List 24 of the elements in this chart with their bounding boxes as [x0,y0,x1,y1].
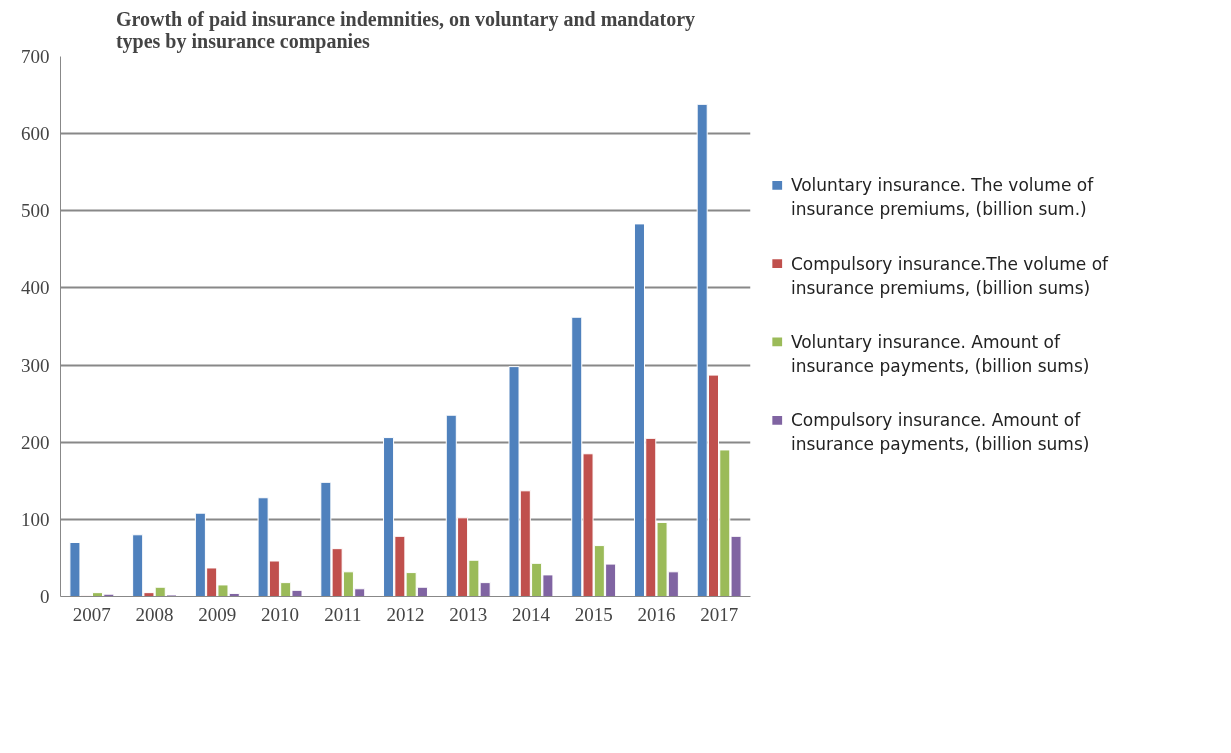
x-tick-label: 2011 [324,603,362,625]
y-tick-label: 100 [21,508,50,530]
legend-label: Compulsory insurance. Amount of insurance payments, (billion sums) [790,410,1090,455]
legend-label: Voluntary insurance. Amount of insurance payments, (billion sums) [790,331,1090,376]
x-tick-label: 2012 [386,603,425,625]
x-tick-label: 2007 [72,603,111,625]
y-tick-label: 700 [21,46,50,67]
legend-label: Compulsory insurance.The volume of insurance premiums, (billion sums) [790,253,1110,298]
x-tick-label: 2016 [637,603,676,625]
y-tick-label: 200 [21,431,50,453]
chart-title: Growth of paid insurance indemnities, on voluntary and mandatory types by insurance companies [115,7,696,53]
x-tick-label: 2008 [135,603,174,625]
x-tick-label: 2010 [261,603,300,625]
x-tick-label: 2013 [449,603,488,625]
y-tick-label: 0 [40,586,50,607]
y-tick-label: 300 [21,354,50,376]
y-tick-label: 600 [21,123,50,145]
x-tick-label: 2017 [700,603,739,625]
y-tick-label: 400 [21,277,50,299]
legend-label: Voluntary insurance. The volume of insurance premiums, (billion sum.) [790,175,1095,220]
x-tick-label: 2014 [511,603,551,625]
y-tick-label: 500 [21,200,50,222]
x-tick-label: 2009 [198,603,237,625]
x-tick-label: 2015 [574,603,613,625]
